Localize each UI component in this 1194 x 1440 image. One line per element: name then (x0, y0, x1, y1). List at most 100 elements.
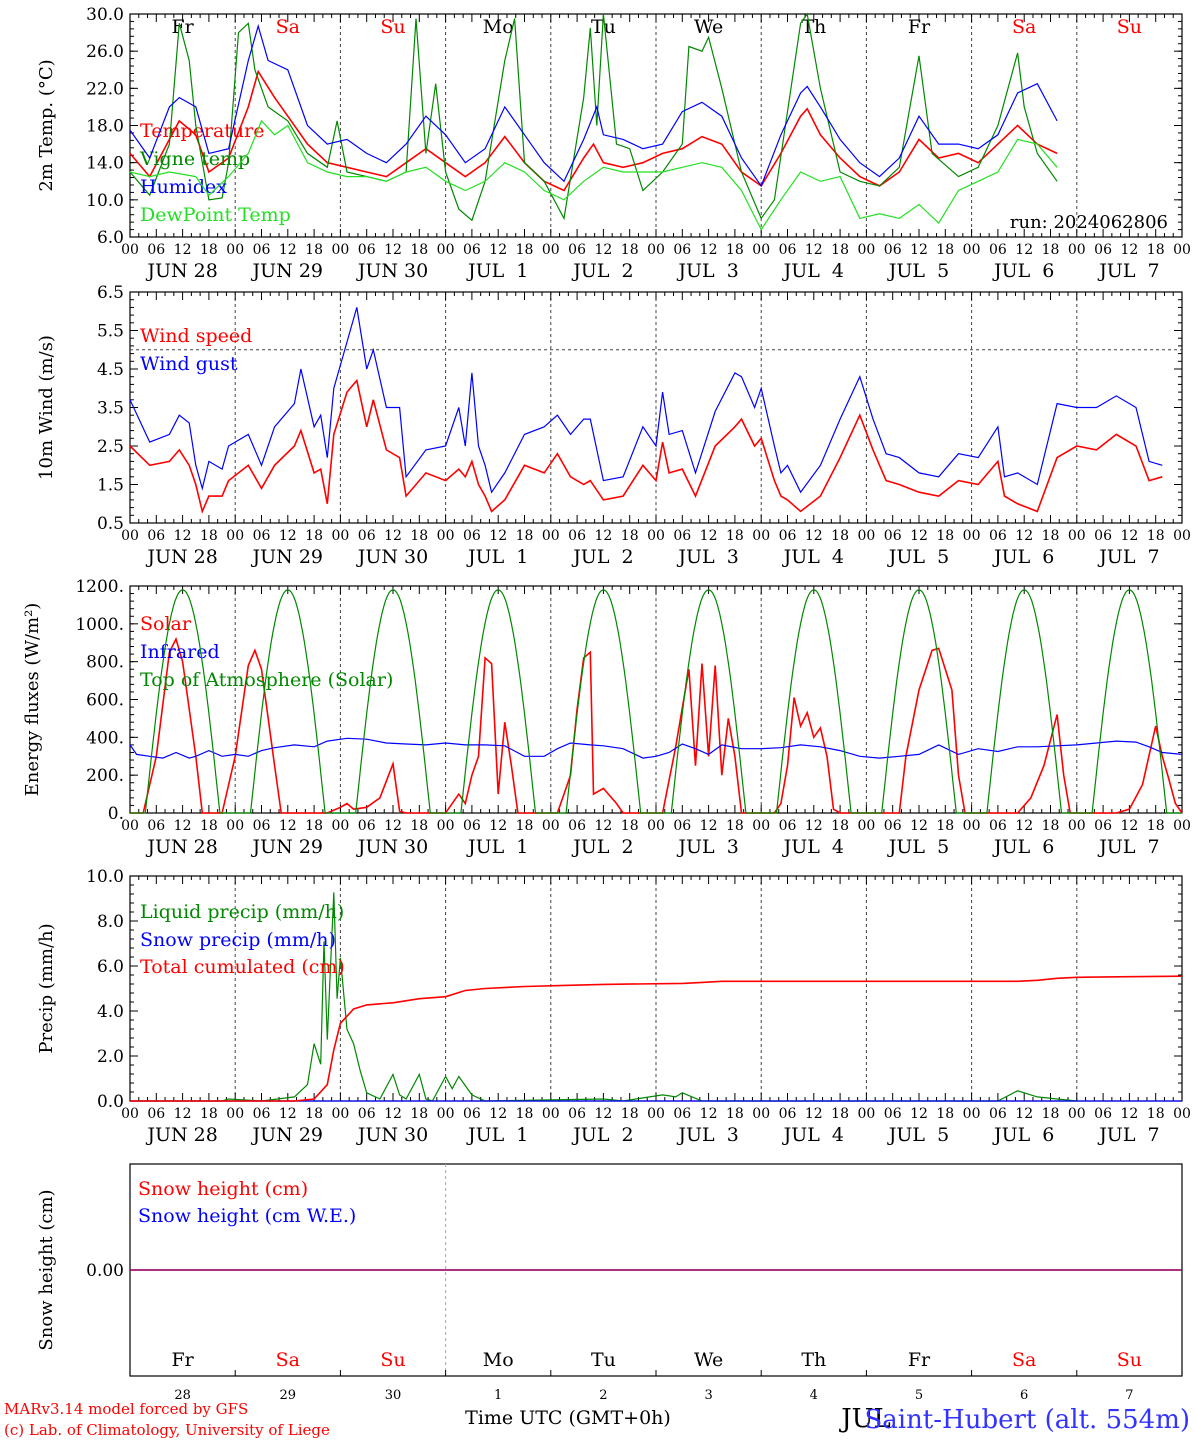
series-line-vigne-temp (129, 12, 1058, 222)
weekday-label: Sa (1012, 16, 1036, 38)
hour-tick-label: 00 (226, 818, 244, 834)
y-tick-label: 10.0 (86, 867, 124, 887)
hour-tick-label: 12 (174, 1106, 192, 1122)
weekday-label: Su (1117, 1349, 1142, 1371)
hour-tick-label: 00 (121, 818, 139, 834)
y-tick-label: 800. (86, 653, 124, 673)
y-tick-label: 14.0 (86, 154, 124, 174)
date-label: JUL 4 (782, 260, 844, 282)
series-line-temperature (129, 69, 1058, 192)
hour-tick-label: 00 (752, 818, 770, 834)
hour-tick-label: 00 (1173, 818, 1191, 834)
date-label: JUN 28 (145, 260, 217, 282)
legend-entry: Solar (140, 613, 192, 635)
hour-tick-label: 06 (989, 1106, 1007, 1122)
hour-tick-label: 00 (857, 242, 875, 258)
date-label: JUL 7 (1097, 836, 1159, 858)
hour-tick-label: 12 (910, 242, 928, 258)
legend-entry: Liquid precip (mm/h) (140, 901, 344, 923)
hour-tick-label: 00 (226, 1106, 244, 1122)
hour-tick-label: 06 (884, 818, 902, 834)
y-tick-label: 2.5 (97, 437, 124, 457)
y-axis-label: Energy fluxes (W/m²) (22, 603, 43, 797)
hour-tick-label: 06 (1094, 528, 1112, 544)
date-label: JUL 5 (887, 260, 949, 282)
hour-tick-label: 18 (1042, 528, 1060, 544)
hour-tick-label: 00 (752, 1106, 770, 1122)
hour-tick-label: 18 (831, 528, 849, 544)
weekday-label: Tu (591, 1349, 616, 1371)
hour-tick-label: 18 (305, 242, 323, 258)
hour-tick-label: 12 (1015, 818, 1033, 834)
y-tick-label: 0.5 (97, 514, 124, 534)
hour-tick-label: 06 (358, 818, 376, 834)
hour-tick-label: 06 (253, 1106, 271, 1122)
hour-tick-label: 00 (647, 528, 665, 544)
hour-tick-label: 00 (647, 1106, 665, 1122)
date-label: JUN 28 (145, 1124, 217, 1146)
legend-entry: Snow precip (mm/h) (140, 929, 336, 951)
hour-tick-label: 12 (489, 1106, 507, 1122)
weekday-label: Fr (171, 1349, 194, 1371)
date-label: JUL 1 (466, 836, 528, 858)
hour-tick-label: 00 (121, 1106, 139, 1122)
date-label: JUL 5 (887, 1124, 949, 1146)
model-credit: MARv3.14 model forced by GFS (4, 1400, 248, 1418)
date-label: JUL 7 (1097, 1124, 1159, 1146)
weekday-label: Fr (908, 16, 931, 38)
hour-tick-label: 06 (989, 528, 1007, 544)
hour-tick-label: 12 (910, 1106, 928, 1122)
date-label: JUL 3 (676, 836, 738, 858)
hour-tick-label: 12 (1015, 1106, 1033, 1122)
y-tick-label: 4.0 (97, 1002, 124, 1022)
date-label: JUN 30 (356, 836, 428, 858)
series-line-total-cumulated-cm- (130, 975, 1183, 1102)
series-line-wind-gust (129, 307, 1163, 494)
date-label: JUL 2 (571, 260, 633, 282)
hour-tick-label: 06 (147, 242, 165, 258)
hour-tick-label: 06 (568, 1106, 586, 1122)
weekday-label: Su (380, 1349, 405, 1371)
y-tick-label: 1.5 (97, 476, 124, 496)
y-tick-label: 400. (86, 728, 124, 748)
y-axis-label: 2m Temp. (°C) (36, 59, 57, 191)
series-line-top-of-atmosphere-solar- (130, 589, 1182, 814)
weekday-label: Sa (1012, 1349, 1036, 1371)
legend-entry: Total cumulated (cm) (140, 956, 345, 978)
day-number-label: 3 (704, 1388, 712, 1403)
hour-tick-label: 12 (594, 528, 612, 544)
hour-tick-label: 00 (752, 528, 770, 544)
hour-tick-label: 00 (226, 242, 244, 258)
hour-tick-label: 18 (516, 818, 534, 834)
hour-tick-label: 00 (1173, 1106, 1191, 1122)
date-label: JUL 2 (571, 1124, 633, 1146)
hour-tick-label: 00 (121, 242, 139, 258)
panel-1: 6.0 10.0 14.0 18.0 22.0 26.0 30.0 2m Temp. (°C)… (36, 5, 1191, 282)
legend-entry: Infrared (140, 641, 220, 663)
hour-tick-label: 12 (700, 242, 718, 258)
hour-tick-label: 12 (805, 528, 823, 544)
hour-tick-label: 12 (1120, 528, 1138, 544)
hour-tick-label: 12 (489, 242, 507, 258)
weekday-label: Tu (591, 16, 616, 38)
hour-tick-label: 18 (516, 528, 534, 544)
hour-tick-label: 00 (331, 1106, 349, 1122)
hour-tick-label: 06 (358, 1106, 376, 1122)
weekday-label: Th (801, 1349, 826, 1371)
date-label: JUN 29 (251, 1124, 323, 1146)
series-line-solar (130, 636, 1183, 814)
hour-tick-label: 12 (279, 528, 297, 544)
date-label: JUN 29 (251, 260, 323, 282)
y-tick-label: 10.0 (86, 191, 124, 211)
hour-tick-label: 00 (542, 242, 560, 258)
date-label: JUL 6 (992, 836, 1054, 858)
hour-tick-label: 06 (147, 1106, 165, 1122)
hour-tick-label: 18 (1147, 528, 1165, 544)
date-label: JUN 28 (145, 836, 217, 858)
hour-tick-label: 18 (831, 818, 849, 834)
hour-tick-label: 12 (700, 1106, 718, 1122)
y-tick-label: 6.0 (97, 957, 124, 977)
hour-tick-label: 18 (1042, 818, 1060, 834)
hour-tick-label: 00 (857, 818, 875, 834)
hour-tick-label: 06 (1094, 818, 1112, 834)
